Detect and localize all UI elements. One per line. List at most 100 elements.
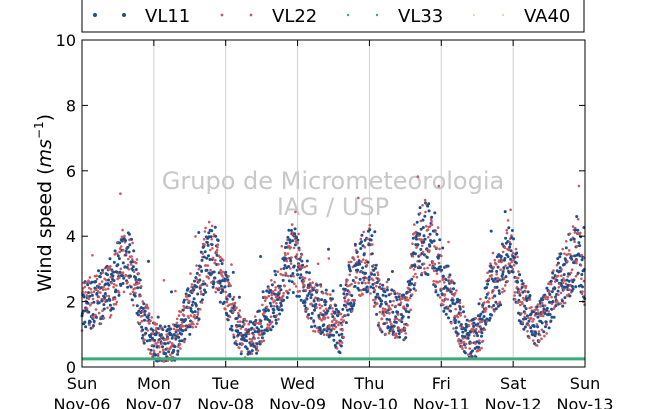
point-vl22 bbox=[313, 286, 316, 289]
point-vl22 bbox=[274, 286, 278, 289]
point-vl11 bbox=[427, 209, 431, 213]
point-vl22 bbox=[115, 300, 119, 304]
point-vl11 bbox=[380, 299, 384, 303]
point-vl11 bbox=[485, 286, 489, 289]
point-vl11 bbox=[523, 304, 527, 308]
point-vl11 bbox=[331, 289, 335, 293]
point-vl11 bbox=[426, 204, 430, 208]
point-vl11 bbox=[108, 257, 112, 261]
point-vl11 bbox=[184, 318, 187, 321]
point-vl22 bbox=[283, 251, 287, 255]
point-vl22 bbox=[129, 292, 132, 296]
point-vl22 bbox=[233, 301, 237, 305]
point-vl11 bbox=[452, 287, 455, 291]
point-vl22 bbox=[432, 279, 436, 283]
point-vl11 bbox=[206, 243, 210, 247]
point-vl11 bbox=[225, 297, 229, 301]
point-vl11 bbox=[524, 317, 528, 321]
point-vl11 bbox=[326, 309, 330, 313]
point-vl11 bbox=[458, 305, 462, 309]
point-vl22 bbox=[480, 320, 484, 324]
point-vl11 bbox=[371, 286, 375, 290]
point-vl11 bbox=[544, 320, 548, 324]
point-vl11 bbox=[303, 300, 307, 304]
legend-entry-vl22: VL22 bbox=[220, 6, 317, 27]
point-vl11 bbox=[188, 325, 192, 329]
point-vl11 bbox=[301, 263, 305, 267]
point-vl22 bbox=[503, 246, 507, 249]
point-vl11 bbox=[436, 293, 440, 297]
point-vl22 bbox=[123, 234, 126, 238]
point-vl11 bbox=[113, 249, 117, 253]
point-vl22 bbox=[284, 254, 287, 257]
point-vl11 bbox=[407, 310, 411, 314]
point-vl22 bbox=[282, 291, 285, 295]
point-vl22 bbox=[335, 321, 339, 324]
point-vl11 bbox=[457, 320, 461, 324]
y-axis-label-exponent: −1 bbox=[32, 121, 46, 139]
point-vl22 bbox=[98, 282, 101, 286]
point-vl22 bbox=[261, 303, 264, 307]
point-vl22 bbox=[523, 312, 527, 315]
point-vl22 bbox=[297, 267, 300, 271]
point-vl22 bbox=[330, 320, 334, 323]
point-vl11 bbox=[194, 303, 198, 307]
point-vl22 bbox=[334, 325, 338, 329]
point-vl22 bbox=[224, 290, 227, 294]
legend-marker-vl11-b bbox=[122, 13, 126, 17]
point-vl22 bbox=[235, 306, 238, 310]
point-vl11 bbox=[299, 273, 303, 277]
point-vl11 bbox=[190, 303, 194, 307]
point-vl22 bbox=[460, 344, 464, 348]
point-vl22 bbox=[269, 322, 272, 326]
point-vl22 bbox=[353, 299, 357, 302]
point-vl22 bbox=[391, 304, 394, 307]
point-vl11 bbox=[348, 269, 352, 273]
point-vl11 bbox=[542, 307, 546, 311]
point-vl22 bbox=[290, 256, 293, 259]
point-vl22 bbox=[234, 339, 238, 343]
point-vl22 bbox=[442, 281, 446, 284]
point-vl11 bbox=[144, 331, 148, 335]
point-vl22 bbox=[266, 326, 269, 329]
point-vl22 bbox=[294, 210, 297, 214]
point-vl11 bbox=[415, 220, 419, 224]
point-vl11 bbox=[325, 311, 329, 315]
point-vl22 bbox=[83, 285, 87, 289]
legend-entry-vl33: VL33 bbox=[346, 6, 443, 27]
point-vl22 bbox=[399, 301, 403, 304]
point-vl11 bbox=[342, 292, 346, 296]
point-vl11 bbox=[167, 324, 171, 328]
point-vl11 bbox=[479, 312, 483, 316]
point-vl11 bbox=[477, 345, 481, 349]
point-vl11 bbox=[498, 292, 501, 295]
point-vl11 bbox=[556, 261, 560, 265]
point-vl11 bbox=[210, 243, 214, 247]
point-vl22 bbox=[194, 325, 198, 329]
point-vl11 bbox=[279, 301, 283, 305]
point-vl11 bbox=[122, 276, 126, 280]
point-vl11 bbox=[332, 323, 336, 327]
point-vl11 bbox=[489, 264, 493, 268]
point-vl11 bbox=[324, 288, 328, 292]
point-vl11 bbox=[193, 279, 196, 283]
point-vl22 bbox=[252, 328, 256, 331]
point-vl22 bbox=[221, 275, 224, 278]
point-vl11 bbox=[428, 232, 432, 236]
point-vl11 bbox=[105, 299, 109, 303]
point-vl11 bbox=[338, 339, 342, 343]
point-vl22 bbox=[506, 280, 510, 283]
point-vl11 bbox=[339, 344, 343, 348]
point-vl11 bbox=[245, 347, 249, 351]
point-vl11 bbox=[556, 289, 560, 293]
point-vl22 bbox=[550, 295, 553, 299]
point-vl22 bbox=[166, 337, 170, 340]
point-vl11 bbox=[111, 274, 115, 278]
point-vl22 bbox=[218, 287, 221, 290]
point-vl11 bbox=[411, 236, 415, 240]
point-vl11 bbox=[143, 309, 147, 313]
point-vl22 bbox=[113, 283, 116, 286]
y-tick-label: 6 bbox=[66, 162, 76, 181]
point-vl22 bbox=[320, 304, 324, 308]
point-vl11 bbox=[320, 330, 324, 334]
